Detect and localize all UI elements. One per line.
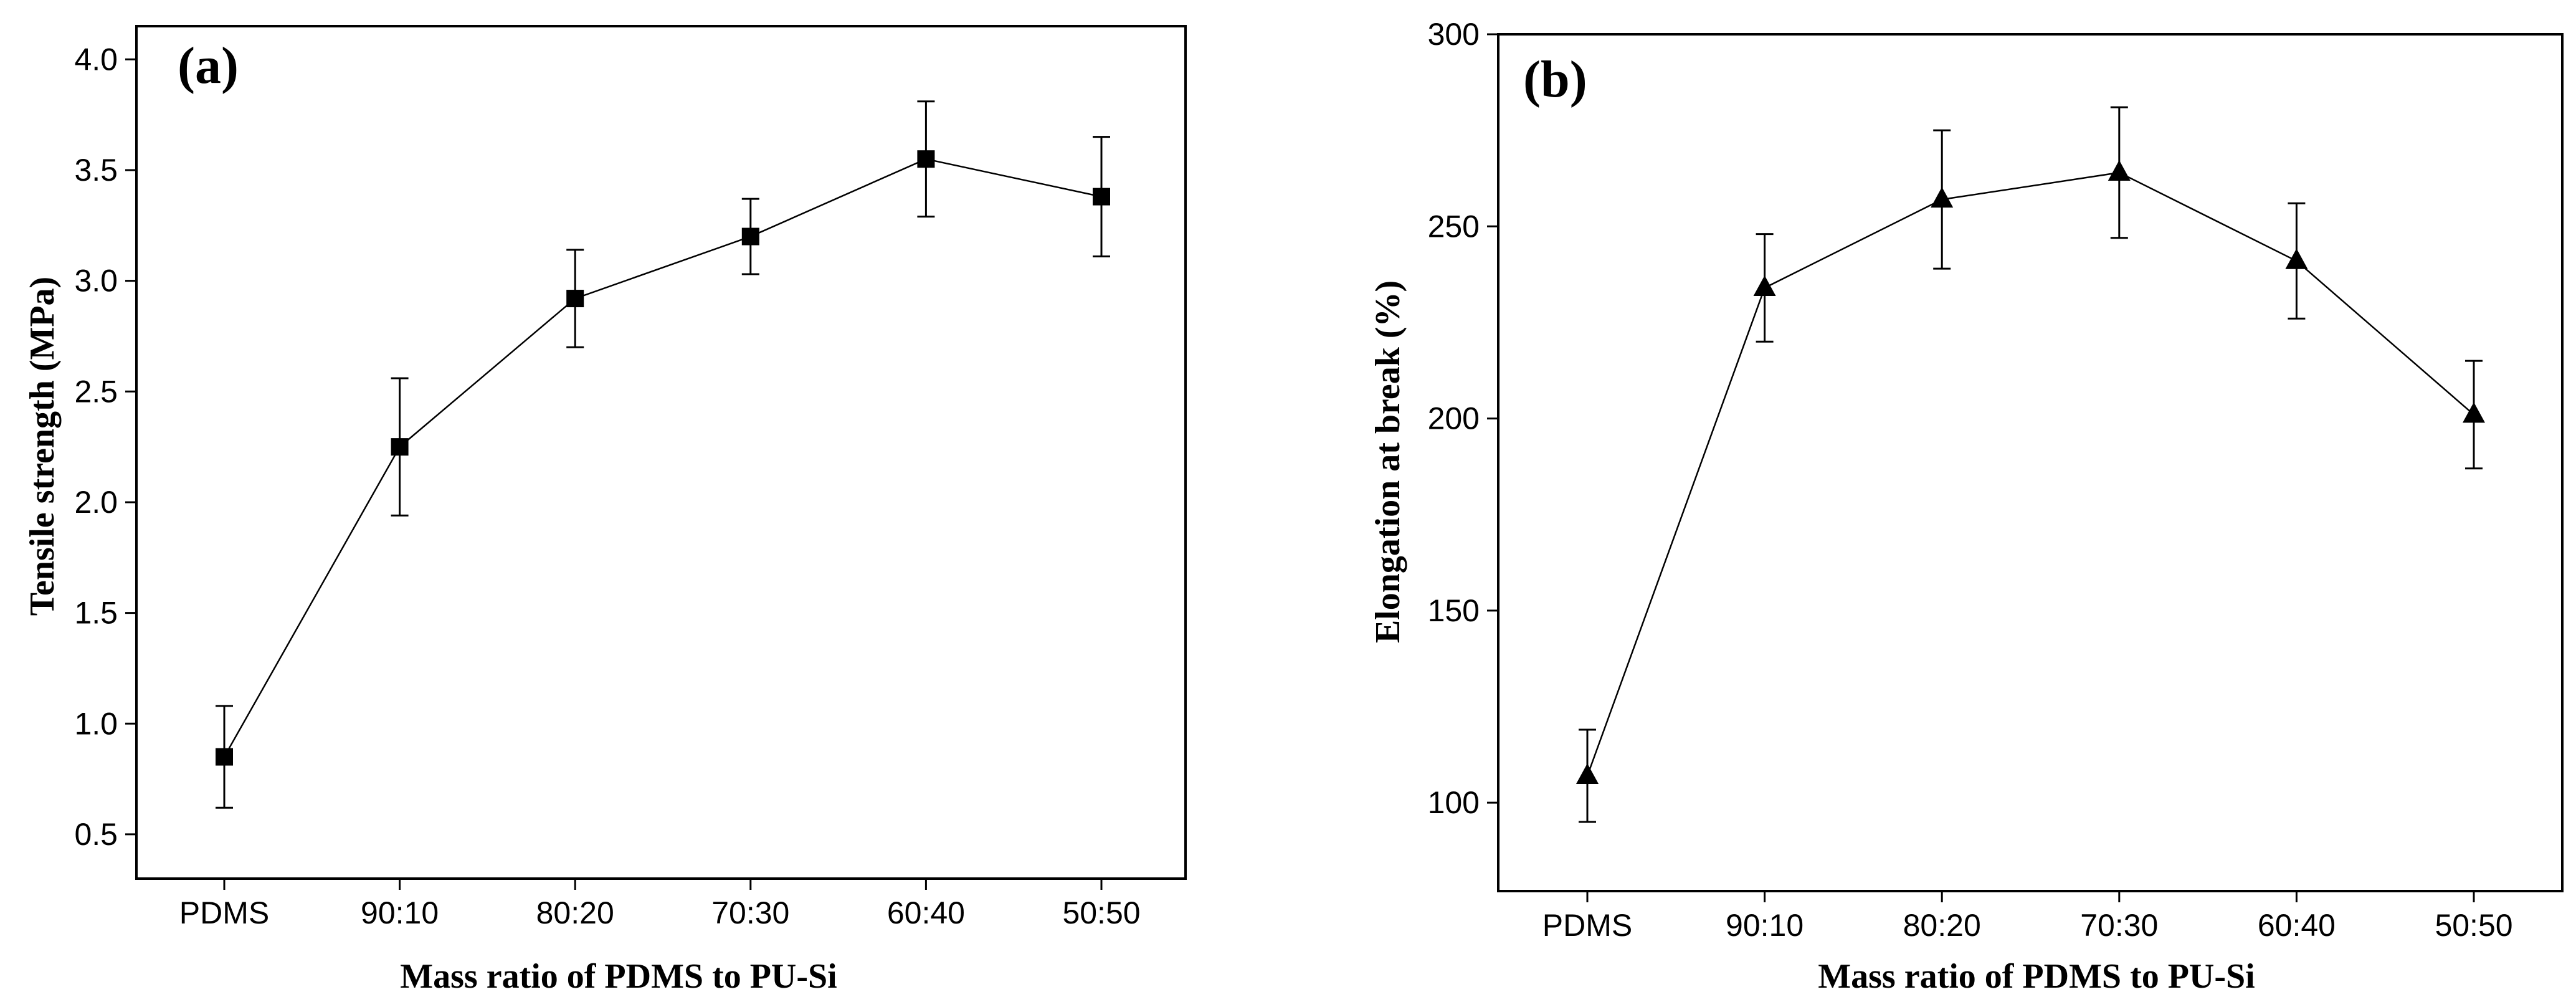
y-tick-label: 2.5 — [74, 374, 118, 409]
x-tick-label: 70:30 — [2080, 908, 2158, 943]
x-tick-label: 60:40 — [887, 895, 965, 930]
y-tick-label: 4.0 — [74, 42, 118, 77]
data-point-triangle — [2463, 402, 2485, 423]
y-tick-label: 100 — [1428, 785, 1480, 820]
y-tick-label: 0.5 — [74, 817, 118, 852]
y-tick-label: 1.5 — [74, 596, 118, 631]
series-line — [1586, 171, 2474, 776]
data-point-triangle — [1753, 275, 1776, 296]
data-point-triangle — [2285, 248, 2308, 269]
y-tick-label: 300 — [1428, 17, 1480, 52]
plot-frame-a — [135, 25, 1187, 880]
axes-b: PDMS 90:10 80:20 70:30 60:40 50:50 100 150 200 25… — [1428, 17, 2513, 943]
data-point-square — [917, 150, 935, 168]
x-tick-label: 80:20 — [536, 895, 614, 930]
y-tick-label: 3.0 — [74, 264, 118, 298]
plot-frame-b — [1497, 33, 2564, 892]
panel-label-a: (a) — [178, 37, 239, 95]
panel-label-b: (b) — [1523, 50, 1587, 108]
x-axis-title-a: Mass ratio of PDMS to PU-Si — [400, 957, 837, 996]
series-line — [223, 158, 1102, 758]
y-tick-label: 2.0 — [74, 485, 118, 520]
data-point-square — [741, 227, 759, 246]
data-point-square — [391, 438, 409, 456]
x-axis-title-b: Mass ratio of PDMS to PU-Si — [1818, 957, 2255, 996]
y-tick-label: 200 — [1428, 401, 1480, 436]
y-tick-label: 250 — [1428, 209, 1480, 244]
x-tick-label: 50:50 — [1062, 895, 1140, 930]
data-point-square — [216, 748, 233, 766]
data-point-triangle — [1576, 763, 1599, 785]
data-point-triangle — [1931, 187, 1954, 208]
data-point-square — [566, 290, 584, 308]
x-tick-label: PDMS — [1542, 908, 1632, 943]
axes-a: PDMS 90:10 80:20 70:30 60:40 50:50 0.5 1.0 1.5 2.… — [74, 42, 1140, 930]
x-tick-label: 70:30 — [711, 895, 789, 930]
y-tick-label: 150 — [1428, 593, 1480, 628]
y-axis-title-a: Tensile strength (MPa) — [23, 277, 62, 616]
y-axis-title-b: Elongation at break (%) — [1369, 280, 1407, 643]
y-tick-label: 1.0 — [74, 706, 118, 741]
x-tick-label: 90:10 — [361, 895, 439, 930]
data-point-triangle — [2108, 160, 2131, 181]
chart-panel-a: PDMS 90:10 80:20 70:30 60:40 50:50 0.5 1.0 1.5 2.… — [23, 25, 1187, 996]
x-tick-label: 60:40 — [2258, 908, 2336, 943]
x-tick-label: 90:10 — [1726, 908, 1804, 943]
x-tick-label: 50:50 — [2435, 908, 2512, 943]
plot-b-data — [1576, 106, 2485, 823]
data-point-square — [1093, 188, 1110, 206]
chart-panel-b: PDMS 90:10 80:20 70:30 60:40 50:50 100 150 200 25… — [1369, 17, 2564, 996]
x-tick-label: PDMS — [179, 895, 269, 930]
plot-a-data — [216, 100, 1110, 809]
x-tick-label: 80:20 — [1903, 908, 1981, 943]
y-tick-label: 3.5 — [74, 153, 118, 188]
